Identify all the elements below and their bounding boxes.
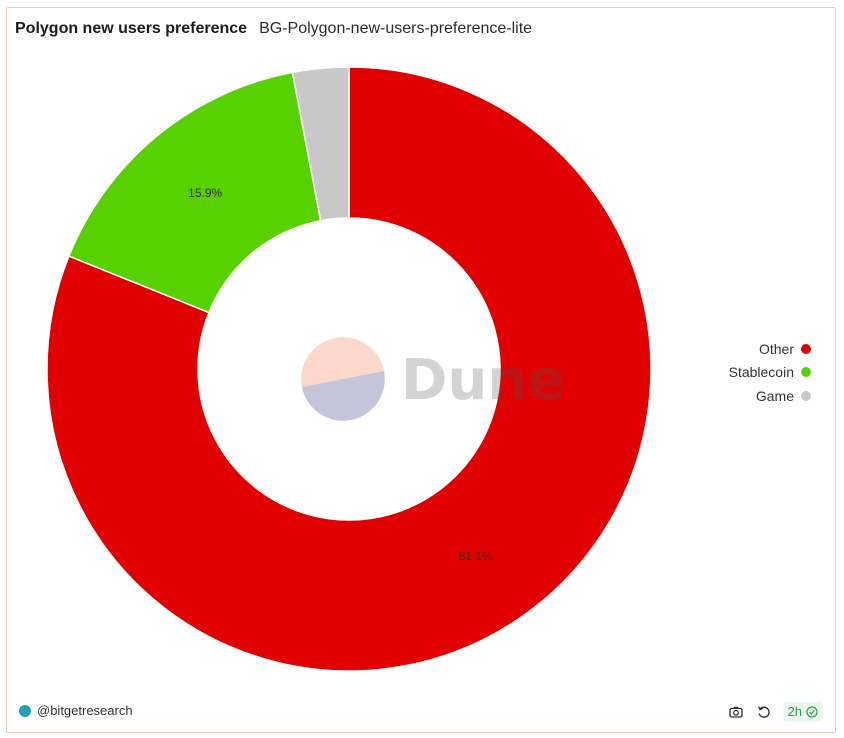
avatar bbox=[19, 704, 31, 717]
footer-actions: 2h bbox=[727, 702, 823, 721]
legend-swatch bbox=[801, 367, 811, 378]
chart-card: Polygon new users preference BG-Polygon-… bbox=[6, 7, 836, 733]
pie-slice-stablecoin[interactable] bbox=[67, 71, 322, 314]
legend-label: Other bbox=[758, 340, 794, 357]
refresh-badge[interactable]: 2h bbox=[782, 702, 823, 721]
pie-slice-other[interactable] bbox=[46, 66, 652, 672]
legend-swatch bbox=[801, 343, 811, 354]
legend-label: Stablecoin bbox=[728, 364, 794, 381]
chart-legend: Other Stablecoin Game bbox=[729, 337, 811, 408]
watermark-text: Dune bbox=[401, 348, 565, 413]
chart-title: Polygon new users preference bbox=[15, 20, 248, 37]
donut-chart: 81.1% 15.9% Dune bbox=[46, 66, 652, 672]
legend-label: Game bbox=[755, 387, 794, 404]
legend-item-game[interactable]: Game bbox=[729, 384, 811, 408]
check-circle-icon bbox=[806, 705, 818, 718]
legend-item-stablecoin[interactable]: Stablecoin bbox=[729, 361, 811, 385]
data-label-stablecoin: 15.9% bbox=[188, 186, 222, 200]
refresh-badge-label: 2h bbox=[787, 704, 802, 719]
legend-item-other[interactable]: Other bbox=[729, 337, 811, 361]
author-name: @bitgetresearch bbox=[37, 703, 133, 718]
dune-watermark: Dune bbox=[301, 337, 565, 421]
legend-swatch bbox=[801, 390, 811, 401]
pie-slice-game[interactable] bbox=[291, 66, 350, 222]
camera-icon[interactable] bbox=[727, 703, 745, 721]
data-label-other: 81.1% bbox=[459, 549, 493, 563]
chart-header: Polygon new users preference BG-Polygon-… bbox=[15, 20, 532, 38]
author-link[interactable]: @bitgetresearch bbox=[19, 703, 133, 718]
query-name[interactable]: BG-Polygon-new-users-preference-lite bbox=[259, 20, 533, 37]
refresh-icon[interactable] bbox=[755, 703, 773, 721]
